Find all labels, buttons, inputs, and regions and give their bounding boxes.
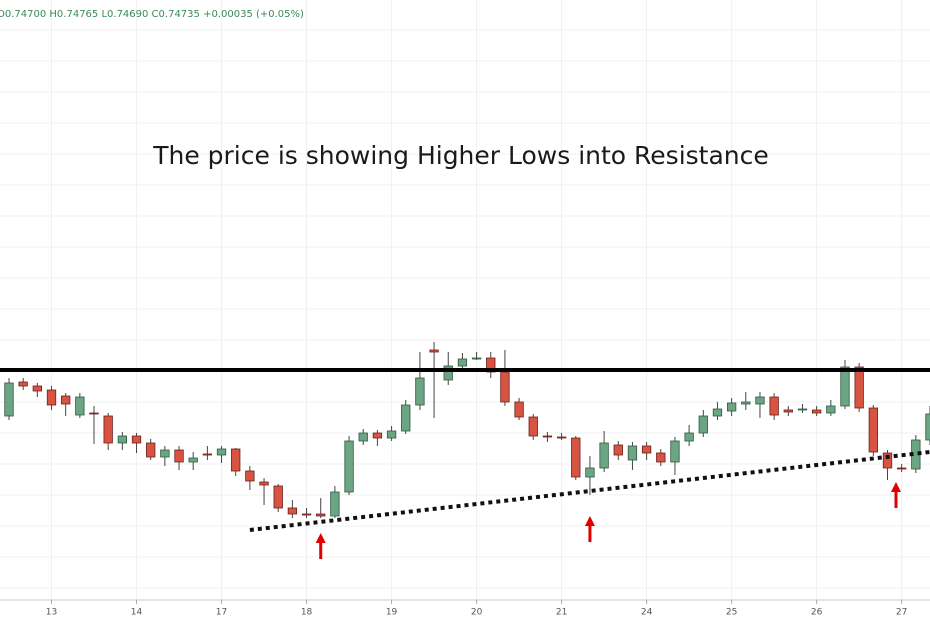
- x-tick-label: 20: [471, 608, 483, 618]
- candle-body: [698, 415, 708, 434]
- candle-body: [741, 401, 751, 405]
- support-line: [249, 450, 930, 532]
- arrow: [315, 533, 326, 559]
- candle-body: [287, 507, 298, 515]
- candle-body: [273, 485, 283, 509]
- candle-body: [656, 452, 666, 463]
- x-tick-label: 14: [131, 608, 143, 618]
- candle-body: [811, 409, 822, 414]
- candle-body: [500, 371, 510, 403]
- candle-body: [358, 432, 368, 442]
- x-tick-label: 18: [301, 608, 313, 618]
- candle-body: [259, 481, 269, 486]
- candle-body: [160, 449, 170, 458]
- ohlc-header: O0.74700 H0.74765 L0.74690 C0.74735 +0.0…: [0, 9, 304, 20]
- candle-body: [46, 389, 57, 406]
- candle-body: [542, 435, 553, 438]
- candle-body: [89, 412, 99, 415]
- candle-body: [103, 415, 113, 444]
- candle-body: [684, 432, 694, 442]
- x-tick-label: 21: [556, 608, 567, 618]
- candle-body: [712, 408, 723, 417]
- chart-title: The price is showing Higher Lows into Re…: [152, 141, 769, 170]
- candle-body: [443, 365, 453, 381]
- candle-body: [882, 452, 893, 469]
- candle-body: [75, 396, 85, 416]
- candle-body: [457, 358, 468, 367]
- candle-body: [854, 366, 864, 409]
- x-tick-label: 24: [641, 608, 653, 618]
- candle-body: [471, 357, 482, 360]
- candle-body: [372, 432, 383, 439]
- candle-body: [755, 396, 765, 405]
- candle-body: [797, 408, 808, 411]
- x-tick-label: 26: [811, 608, 823, 618]
- arrow: [584, 516, 595, 542]
- candle-body: [202, 453, 213, 456]
- candle-body: [131, 435, 142, 444]
- candle-body: [840, 366, 850, 407]
- candle-body: [627, 445, 638, 461]
- x-tick-label: 19: [386, 608, 398, 618]
- candle-body: [726, 402, 737, 412]
- candle-body: [174, 449, 184, 463]
- candle-body: [245, 470, 255, 482]
- candle-body: [146, 442, 156, 458]
- candle-body: [216, 448, 227, 456]
- x-tick-label: 13: [46, 608, 57, 618]
- candle-body: [769, 396, 779, 416]
- candle-body: [344, 440, 354, 493]
- candle-body: [415, 377, 425, 406]
- candle-body: [897, 467, 907, 470]
- candle-body: [188, 457, 198, 463]
- candle-body: [231, 448, 241, 472]
- candle-body: [514, 401, 524, 418]
- candle-body: [826, 405, 836, 414]
- candle-body: [429, 349, 439, 353]
- candle-body: [783, 409, 793, 413]
- candle-body: [18, 381, 28, 387]
- candle-body: [670, 440, 680, 463]
- candle-body: [528, 416, 538, 437]
- candle-body: [32, 385, 42, 392]
- candle-body: [925, 413, 930, 441]
- arrow: [890, 482, 901, 508]
- candle-body: [316, 513, 326, 517]
- candle-body: [330, 491, 340, 517]
- candle-body: [868, 407, 878, 453]
- candle-body: [613, 444, 623, 456]
- candle-body: [556, 436, 567, 439]
- candle-body: [386, 430, 397, 439]
- candle-body: [301, 513, 312, 516]
- candle-body: [571, 437, 581, 478]
- x-tick-label: 27: [896, 608, 907, 618]
- candle-body: [641, 445, 652, 454]
- candle-body: [4, 382, 14, 417]
- candle-body: [401, 404, 411, 432]
- candle-body: [61, 395, 71, 405]
- candle-body: [585, 467, 595, 478]
- x-tick-label: 17: [216, 608, 227, 618]
- candle-body: [117, 435, 128, 444]
- candle-body: [599, 442, 609, 469]
- x-tick-label: 25: [726, 608, 737, 618]
